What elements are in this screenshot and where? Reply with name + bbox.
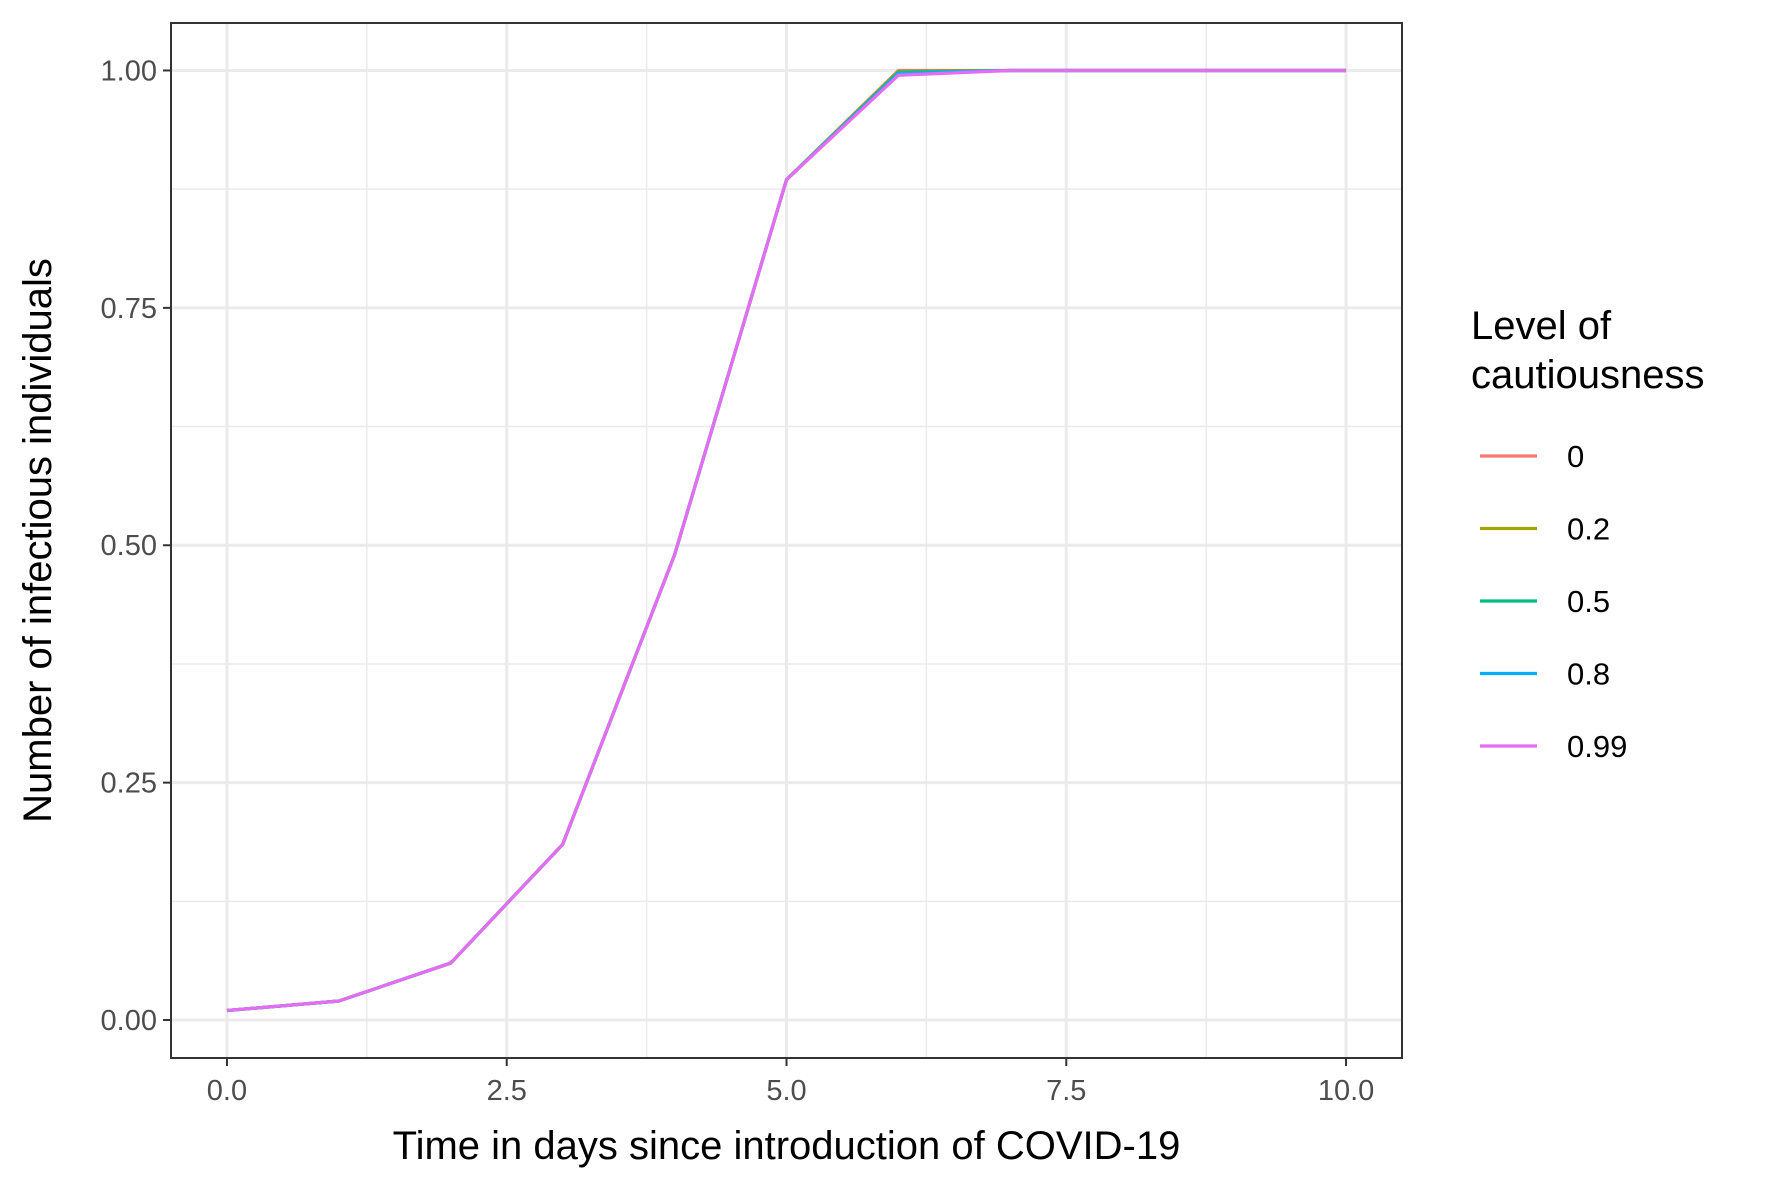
y-tick-label: 1.00 — [101, 55, 157, 87]
legend-label-2: 0.5 — [1567, 584, 1610, 619]
y-tick-label: 0.50 — [101, 530, 157, 562]
legend-title-line-1: Level of — [1471, 304, 1612, 348]
y-axis-title: Number of infectious individuals — [16, 258, 60, 823]
grid-layer — [171, 23, 1402, 1058]
legend-label-0: 0 — [1567, 439, 1584, 474]
legend-label-1: 0.2 — [1567, 512, 1610, 547]
y-tick-label: 0.00 — [101, 1005, 157, 1037]
legend-title-line-2: cautiousness — [1471, 353, 1704, 397]
legend-items: 0 0.2 0.5 0.8 0.99 — [1480, 439, 1627, 764]
legend: Level of cautiousness 0 0.2 0.5 0.8 0.99 — [1471, 304, 1704, 764]
x-tick-label: 10.0 — [1318, 1075, 1374, 1107]
x-tick-label: 7.5 — [1046, 1075, 1086, 1107]
x-tick-label: 0.0 — [207, 1075, 247, 1107]
x-tick-label: 2.5 — [487, 1075, 527, 1107]
legend-label-3: 0.8 — [1567, 657, 1610, 692]
legend-label-4: 0.99 — [1567, 729, 1627, 764]
y-tick-label: 0.25 — [101, 768, 157, 800]
x-axis-title: Time in days since introduction of COVID… — [393, 1124, 1181, 1168]
x-tick-label: 5.0 — [766, 1075, 806, 1107]
y-tick-label: 0.75 — [101, 293, 157, 325]
series-line-4 — [226, 68, 1347, 1013]
series-layer — [226, 68, 1347, 1013]
axis-layer: 0.0 2.5 5.0 7.5 10.0 0.00 0.25 0.50 0.75 1.00 — [101, 55, 1375, 1107]
